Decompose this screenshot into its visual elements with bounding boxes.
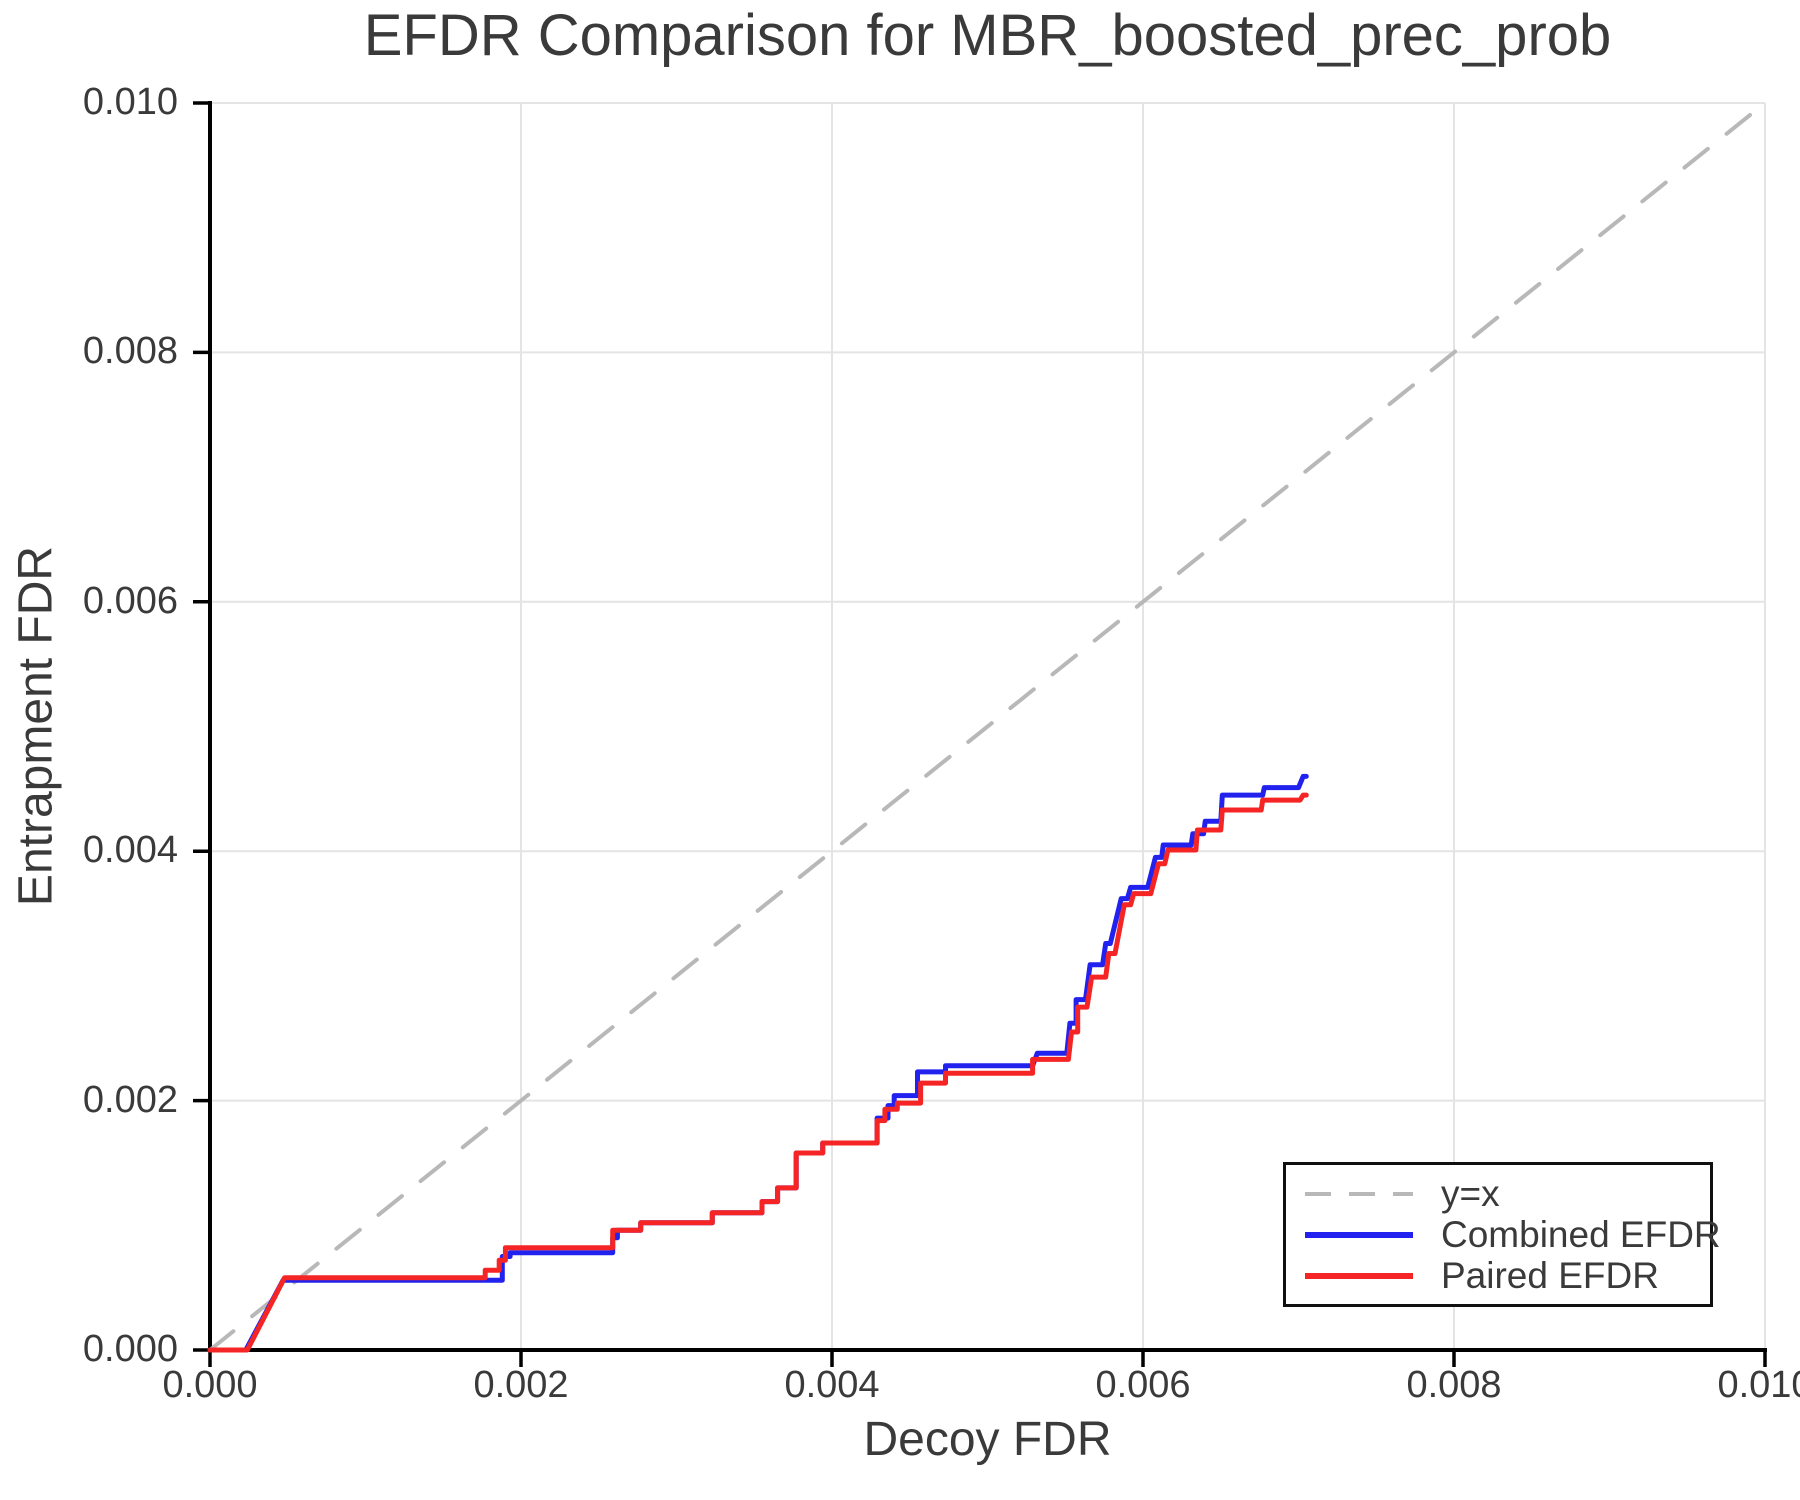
y-tick-label: 0.002 (82, 1078, 178, 1121)
x-tick-label: 0.000 (162, 1364, 258, 1406)
legend-label-combined: Combined EFDR (1441, 1213, 1721, 1255)
yx-reference-line (208, 101, 1767, 1352)
x-tick-label: 0.002 (473, 1364, 569, 1406)
y-tick-label: 0.006 (82, 579, 178, 622)
legend-label-paired: Paired EFDR (1441, 1254, 1659, 1296)
legend-row-combined: Combined EFDR (1303, 1214, 1721, 1255)
paired-efdr-swatch (1303, 1270, 1415, 1282)
x-tick-label: 0.006 (1095, 1364, 1191, 1406)
y-tick-label: 0.004 (82, 829, 178, 872)
x-tick-label: 0.010 (1717, 1364, 1800, 1406)
x-tick-label: 0.004 (784, 1364, 880, 1406)
chart-title: EFDR Comparison for MBR_boosted_prec_pro… (363, 3, 1612, 68)
paired-efdr-line (207, 792, 1309, 1353)
y-tick-label: 0.000 (82, 1328, 178, 1370)
combined-efdr-line (207, 773, 1309, 1353)
x-axis-label: Decoy FDR (863, 1413, 1112, 1466)
x-tick-label: 0.008 (1406, 1364, 1502, 1406)
y-tick-label: 0.010 (82, 81, 178, 123)
y-tick-label: 0.008 (82, 330, 178, 373)
legend-label-yx: y=x (1441, 1172, 1500, 1214)
legend: y=x Combined EFDR Paired EFDR (1283, 1162, 1721, 1307)
legend-row-paired: Paired EFDR (1303, 1255, 1710, 1296)
yx-line-swatch (1303, 1188, 1415, 1200)
combined-efdr-swatch (1303, 1229, 1415, 1241)
legend-row-yx: y=x (1303, 1173, 1710, 1214)
